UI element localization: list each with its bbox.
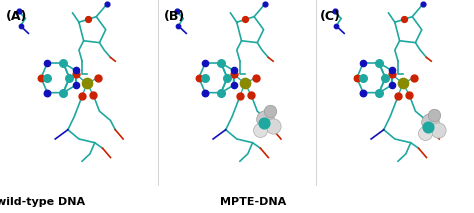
Point bbox=[400, 18, 407, 21]
Point bbox=[217, 91, 225, 94]
Point bbox=[405, 93, 413, 96]
Point bbox=[331, 9, 338, 13]
Point bbox=[426, 121, 433, 124]
Point bbox=[103, 2, 111, 5]
Point bbox=[217, 61, 225, 65]
Point bbox=[399, 82, 407, 85]
Point bbox=[388, 83, 395, 87]
Point bbox=[269, 124, 277, 128]
Point bbox=[17, 24, 24, 28]
Point bbox=[266, 109, 273, 113]
Point bbox=[353, 76, 361, 79]
Point bbox=[201, 61, 209, 65]
Point bbox=[44, 91, 51, 94]
Point bbox=[382, 76, 389, 79]
Point bbox=[59, 61, 67, 65]
Point bbox=[242, 18, 249, 21]
Point bbox=[375, 61, 383, 65]
Point bbox=[195, 76, 203, 79]
Point bbox=[256, 128, 264, 131]
Point bbox=[84, 18, 91, 21]
Point bbox=[15, 9, 23, 13]
Point bbox=[375, 91, 383, 94]
Point bbox=[359, 61, 367, 65]
Text: (C): (C) bbox=[320, 10, 341, 23]
Point bbox=[230, 72, 237, 76]
Point bbox=[247, 93, 255, 96]
Point bbox=[66, 76, 73, 79]
Point bbox=[230, 69, 237, 72]
Point bbox=[37, 76, 45, 79]
Point bbox=[83, 82, 91, 85]
Point bbox=[260, 122, 267, 125]
Point bbox=[72, 72, 80, 76]
Point bbox=[419, 2, 427, 5]
Point bbox=[410, 76, 418, 79]
Point bbox=[78, 95, 86, 98]
Point bbox=[394, 95, 402, 98]
Text: (B): (B) bbox=[164, 10, 185, 23]
Point bbox=[252, 76, 259, 79]
Point bbox=[224, 76, 231, 79]
Point bbox=[261, 2, 269, 5]
Point bbox=[174, 24, 182, 28]
Point bbox=[72, 83, 80, 87]
Point bbox=[359, 91, 367, 94]
Point bbox=[332, 24, 340, 28]
Point bbox=[201, 91, 209, 94]
Point bbox=[375, 91, 383, 94]
Point bbox=[201, 76, 209, 79]
Point bbox=[359, 76, 367, 79]
Point bbox=[173, 9, 181, 13]
Point bbox=[388, 69, 395, 72]
Point bbox=[44, 61, 51, 65]
Point bbox=[59, 91, 67, 94]
Text: wild-type DNA: wild-type DNA bbox=[0, 197, 85, 207]
Point bbox=[44, 76, 51, 79]
Point bbox=[236, 95, 244, 98]
Point bbox=[72, 69, 80, 72]
Point bbox=[421, 132, 428, 135]
Point bbox=[59, 91, 67, 94]
Point bbox=[261, 117, 269, 120]
Point bbox=[217, 91, 225, 94]
Point bbox=[241, 82, 248, 85]
Point bbox=[434, 128, 441, 131]
Text: MPTE-DNA: MPTE-DNA bbox=[220, 197, 287, 207]
Point bbox=[388, 72, 395, 76]
Point bbox=[430, 113, 438, 117]
Point bbox=[94, 76, 101, 79]
Point bbox=[89, 93, 97, 96]
Point bbox=[424, 125, 432, 129]
Point bbox=[230, 83, 237, 87]
Text: (A): (A) bbox=[6, 10, 27, 23]
